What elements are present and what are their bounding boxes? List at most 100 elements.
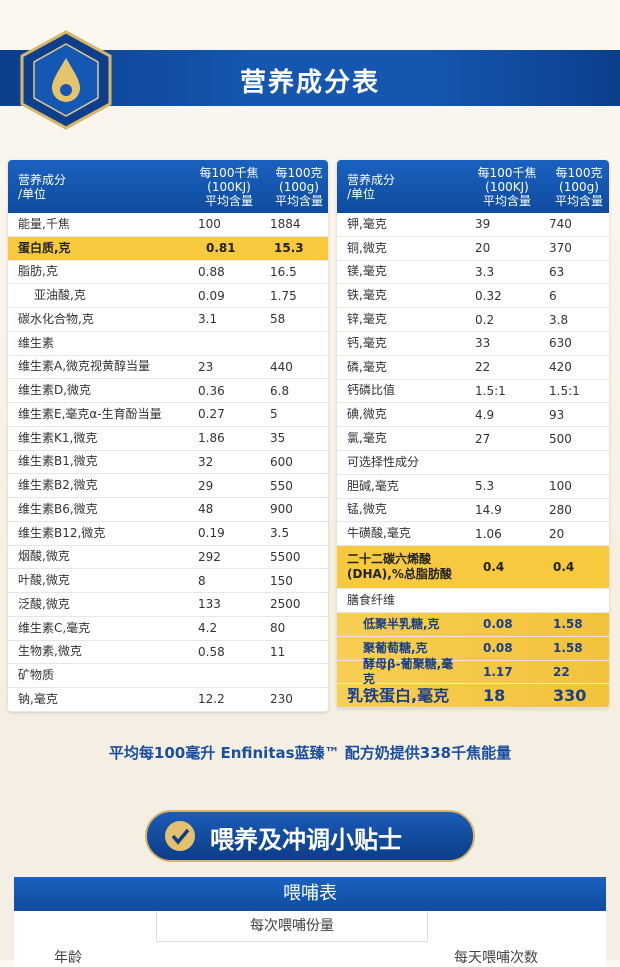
nutrient-name: 生物素,微克 [18, 644, 82, 659]
per-100kj: 1.5:1 [475, 383, 506, 398]
per-100kj: 8 [198, 573, 206, 588]
header-line: (100KJ) [485, 179, 529, 194]
table-row: 生物素,微克 0.58 11 [8, 641, 328, 665]
table-row: 聚葡萄糖,克 0.08 1.58 [337, 636, 609, 661]
nutrient-name: 维生素B2,微克 [18, 478, 98, 493]
per-100g: 630 [549, 336, 572, 351]
nutrient-name: 氯,毫克 [347, 431, 387, 446]
per-100kj: 18 [483, 686, 506, 706]
per-100kj: 12.2 [198, 692, 225, 707]
per-100kj: 0.81 [206, 241, 236, 256]
table-row: 锌,毫克 0.2 3.8 [337, 308, 609, 332]
nutrient-name: 维生素 [18, 335, 55, 350]
per-100g: 11 [270, 644, 286, 659]
per-100kj: 0.08 [483, 641, 513, 656]
per-100g: 420 [549, 360, 572, 375]
table-row: 铁,毫克 0.32 6 [337, 284, 609, 309]
per-100g: 440 [270, 359, 293, 374]
header-line: 平均含量 [554, 193, 603, 208]
right-table: 营养成分/单位 每100千焦 (100KJ) 平均含量 每100克 (100g) 平均含量钾… [337, 160, 609, 709]
header-line: 每100克 [555, 165, 603, 180]
table-row: 碘,微克 4.9 93 [337, 403, 609, 428]
nutrient-name: 维生素E,毫克α-生育酚当量 [18, 406, 162, 421]
per-100kj: 0.32 [475, 288, 502, 303]
table-row: 泛酸,微克 133 2500 [8, 593, 328, 617]
table-row: 碳水化合物,克 3.1 58 [8, 308, 328, 332]
table-row: 二十二碳六烯酸 (DHA),%总脂肪酸 0.4 0.4 [337, 546, 609, 590]
header-line: /单位 [18, 186, 47, 201]
nutrient-name: 锰,微克 [347, 502, 387, 517]
per-100g: 900 [270, 502, 293, 517]
per-100g: 5500 [270, 549, 301, 564]
table-row: 钠,毫克 12.2 230 [8, 688, 328, 712]
nutrient-name: 锌,毫克 [347, 312, 387, 327]
table-row: 维生素K1,微克 1.86 35 [8, 427, 328, 451]
per-100g: 500 [549, 431, 572, 446]
times-header: 每天喂哺次数 [454, 950, 538, 966]
nutrient-name: 二十二碳六烯酸 (DHA),%总脂肪酸 [347, 552, 452, 582]
left-table: 营养成分/单位 每100千焦 (100KJ) 平均含量 每100克 (100g) 平均含量能… [8, 160, 328, 712]
per-100kj: 0.27 [198, 407, 225, 422]
table-row: 锰,微克 14.9 280 [337, 499, 609, 523]
nutrient-name: 维生素C,毫克 [18, 620, 91, 635]
per-100kj: 1.06 [475, 526, 502, 541]
header-line: 平均含量 [204, 193, 253, 208]
per-100kj: 0.19 [198, 526, 225, 541]
portion-header: 每次喂哺份量 [156, 911, 428, 942]
header-line: 平均含量 [482, 193, 531, 208]
per-100g: 1884 [270, 217, 301, 232]
table-row: 可选择性成分 [337, 451, 609, 475]
per-100kj: 100 [198, 217, 221, 232]
header-line: 营养成分 [18, 172, 67, 187]
per-100g: 58 [270, 312, 286, 327]
table-row: 叶酸,微克 8 150 [8, 569, 328, 593]
table-row: 磷,毫克 22 420 [337, 356, 609, 380]
header-line: 营养成分 [347, 172, 396, 187]
per-100g: 1.75 [270, 288, 297, 303]
per-100g: 2500 [270, 597, 301, 612]
tips-title: 喂养及冲调小贴士 [210, 826, 402, 854]
per-100kj: 292 [198, 549, 221, 564]
header-line: (100KJ) [207, 179, 251, 194]
nutrient-name: 碘,微克 [347, 407, 387, 422]
nutrient-name: 维生素B1,微克 [18, 454, 98, 469]
nutrient-name: 铁,毫克 [347, 288, 387, 303]
nutrient-name: 维生素A,微克视黄醇当量 [18, 359, 151, 374]
table-row: 维生素D,微克 0.36 6.8 [8, 379, 328, 403]
table-row: 维生素B6,微克 48 900 [8, 498, 328, 522]
nutrient-name: 胆碱,毫克 [347, 478, 399, 493]
header-cell: 每100千焦 (100KJ) 平均含量 [188, 160, 262, 213]
nutrient-name: 低聚半乳糖,克 [363, 616, 440, 631]
per-100kj: 0.2 [475, 312, 495, 327]
nutrient-name: 可选择性成分 [347, 454, 420, 469]
per-100g: 370 [549, 241, 572, 256]
table-row: 钙磷比值 1.5:1 1.5:1 [337, 380, 609, 404]
table-row: 维生素C,毫克 4.2 80 [8, 617, 328, 641]
per-100kj: 0.09 [198, 288, 225, 303]
per-100kj: 0.36 [198, 383, 225, 398]
nutrient-name: 亚油酸,克 [34, 288, 86, 303]
nutrient-name: 维生素K1,微克 [18, 430, 98, 445]
per-100g: 230 [270, 692, 293, 707]
age-header: 年龄 [54, 950, 82, 966]
per-100kj: 133 [198, 597, 221, 612]
per-100g: 550 [270, 478, 293, 493]
per-100kj: 0.08 [483, 617, 513, 632]
header-line: 每100千焦 [199, 165, 259, 180]
nutrient-name: 膳食纤维 [347, 593, 396, 608]
per-100kj: 4.9 [475, 407, 495, 422]
header-cell: 每100千焦 (100KJ) 平均含量 [465, 160, 541, 213]
nutrient-name: 铜,微克 [347, 240, 387, 255]
table-row: 亚油酸,克 0.09 1.75 [8, 284, 328, 308]
table-header: 营养成分/单位 每100千焦 (100KJ) 平均含量 每100克 (100g) 平均含量 [8, 160, 328, 213]
header-line: (100g) [279, 179, 319, 194]
per-100g: 3.5 [270, 526, 290, 541]
nutrient-name: 聚葡萄糖,克 [363, 640, 428, 655]
per-100kj: 1.17 [483, 664, 513, 679]
nutrient-name: 能量,千焦 [18, 216, 70, 231]
per-100kj: 1.86 [198, 431, 225, 446]
table-row: 氯,毫克 27 500 [337, 427, 609, 451]
per-100g: 740 [549, 217, 572, 232]
table-header: 营养成分/单位 每100千焦 (100KJ) 平均含量 每100克 (100g) 平均含量 [337, 160, 609, 213]
